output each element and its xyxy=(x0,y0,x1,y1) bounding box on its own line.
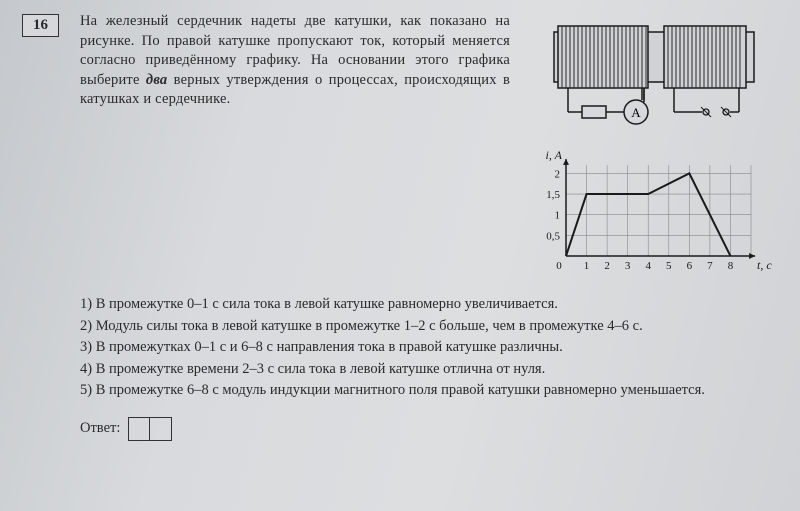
svg-text:1,5: 1,5 xyxy=(546,189,560,201)
svg-text:1: 1 xyxy=(555,210,561,222)
coil-diagram: A xyxy=(524,12,774,132)
top-row: На железный сердечник надеты две катушки… xyxy=(20,12,774,281)
options-list: 1) В промежутке 0–1 с сила тока в левой … xyxy=(80,295,774,401)
option-4: 4) В промежутке времени 2–3 с сила тока … xyxy=(80,360,774,380)
answer-box-2[interactable] xyxy=(150,417,172,441)
question-number: 16 xyxy=(33,17,48,33)
em-word: два xyxy=(146,72,167,88)
page: 16 На железный сердечник надеты две кату… xyxy=(0,0,800,511)
figures-column: A xyxy=(524,12,774,281)
svg-text:2: 2 xyxy=(604,260,610,272)
current-chart: 1 2 3 4 5 6 7 8 0 0,5 1 1,5 2 t, c i, A xyxy=(524,141,774,276)
question-number-box: 16 xyxy=(22,14,59,37)
svg-text:t, c: t, c xyxy=(757,258,772,272)
svg-text:8: 8 xyxy=(728,260,734,272)
option-3: 3) В промежутках 0–1 с и 6–8 с направлен… xyxy=(80,338,774,358)
svg-text:4: 4 xyxy=(645,260,651,272)
qline-6: и сердечнике. xyxy=(143,91,230,107)
svg-text:5: 5 xyxy=(666,260,672,272)
svg-text:3: 3 xyxy=(625,260,631,272)
option-5: 5) В промежутке 6–8 с модуль индукции ма… xyxy=(80,381,774,401)
svg-text:1: 1 xyxy=(584,260,590,272)
answer-boxes[interactable] xyxy=(128,417,172,441)
svg-text:2: 2 xyxy=(555,168,561,180)
option-1: 1) В промежутке 0–1 с сила тока в левой … xyxy=(80,295,774,315)
answer-box-1[interactable] xyxy=(128,417,150,441)
qline-3: приведённому графику. На основании этого xyxy=(146,52,449,68)
svg-text:7: 7 xyxy=(707,260,713,272)
ammeter-label: A xyxy=(631,105,641,120)
question-text: На железный сердечник надеты две катушки… xyxy=(80,12,510,281)
answer-label: Ответ: xyxy=(80,420,120,437)
svg-text:0,5: 0,5 xyxy=(546,230,560,242)
option-2: 2) Модуль силы тока в левой катушке в пр… xyxy=(80,317,774,337)
answer-row: Ответ: xyxy=(80,417,774,441)
qline-0: На железный сердечник надеты две катушки… xyxy=(80,13,392,29)
svg-text:6: 6 xyxy=(687,260,693,272)
svg-text:0: 0 xyxy=(556,260,562,272)
svg-text:i, A: i, A xyxy=(546,148,563,162)
